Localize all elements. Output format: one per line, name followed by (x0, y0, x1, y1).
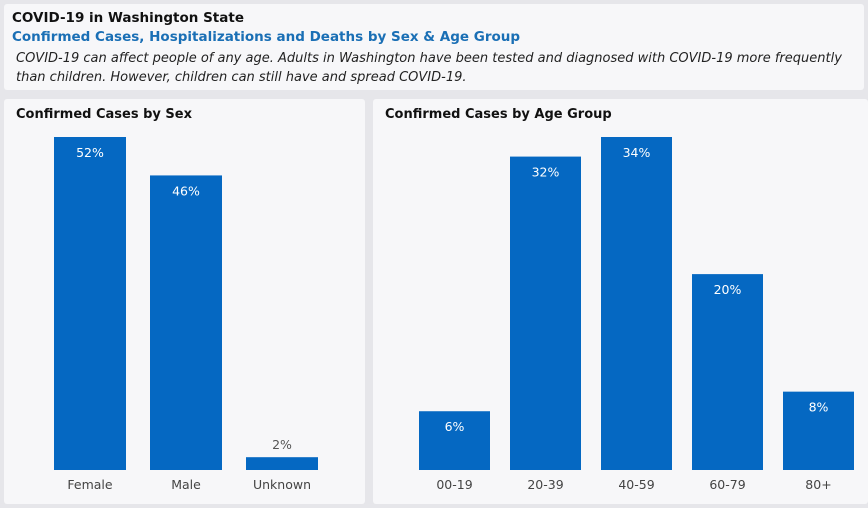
data-label-unknown: 2% (272, 437, 292, 452)
data-label-20-39: 32% (532, 165, 560, 180)
x-tick-20-39: 20-39 (527, 477, 563, 492)
data-label-male: 46% (172, 183, 200, 198)
bar-male[interactable] (150, 175, 222, 470)
data-label-60-79: 20% (714, 282, 742, 297)
age-chart-panel: Confirmed Cases by Age Group 6% 00-19 32% 2… (373, 99, 868, 504)
bar-female[interactable] (54, 137, 126, 470)
data-label-40-59: 34% (623, 145, 651, 160)
x-tick-female: Female (67, 477, 113, 492)
x-tick-60-79: 60-79 (709, 477, 745, 492)
page-subtitle: Confirmed Cases, Hospitalizations and De… (12, 29, 521, 45)
bar-80+[interactable] (783, 391, 854, 470)
x-tick-80+: 80+ (805, 477, 831, 492)
age-chart-title: Confirmed Cases by Age Group (385, 107, 612, 122)
bar-unknown[interactable] (246, 457, 318, 470)
x-tick-00-19: 00-19 (436, 477, 472, 492)
x-tick-unknown: Unknown (253, 477, 311, 492)
page-description: COVID-19 can affect people of any age. A… (16, 51, 842, 85)
data-label-female: 52% (76, 145, 104, 160)
bar-00-19[interactable] (419, 411, 490, 470)
x-tick-male: Male (171, 477, 201, 492)
bar-60-79[interactable] (692, 274, 763, 470)
x-tick-40-59: 40-59 (618, 477, 654, 492)
sex-bar-chart: 52% Female 46% Male 2% Unknown (54, 137, 318, 492)
sex-chart-title: Confirmed Cases by Sex (16, 107, 192, 122)
age-bar-chart: 6% 00-19 32% 20-39 34% 40-59 20% 60-79 8% 80+ (419, 137, 854, 492)
data-label-00-19: 6% (445, 419, 465, 434)
header-card: COVID-19 in Washington State Confirmed C… (4, 4, 864, 90)
bar-40-59[interactable] (601, 137, 672, 470)
page-title: COVID-19 in Washington State (12, 10, 244, 26)
bar-20-39[interactable] (510, 156, 581, 470)
sex-chart-panel: Confirmed Cases by Sex 52% Female 46% Male 2… (4, 99, 365, 504)
data-label-80+: 8% (809, 400, 829, 415)
